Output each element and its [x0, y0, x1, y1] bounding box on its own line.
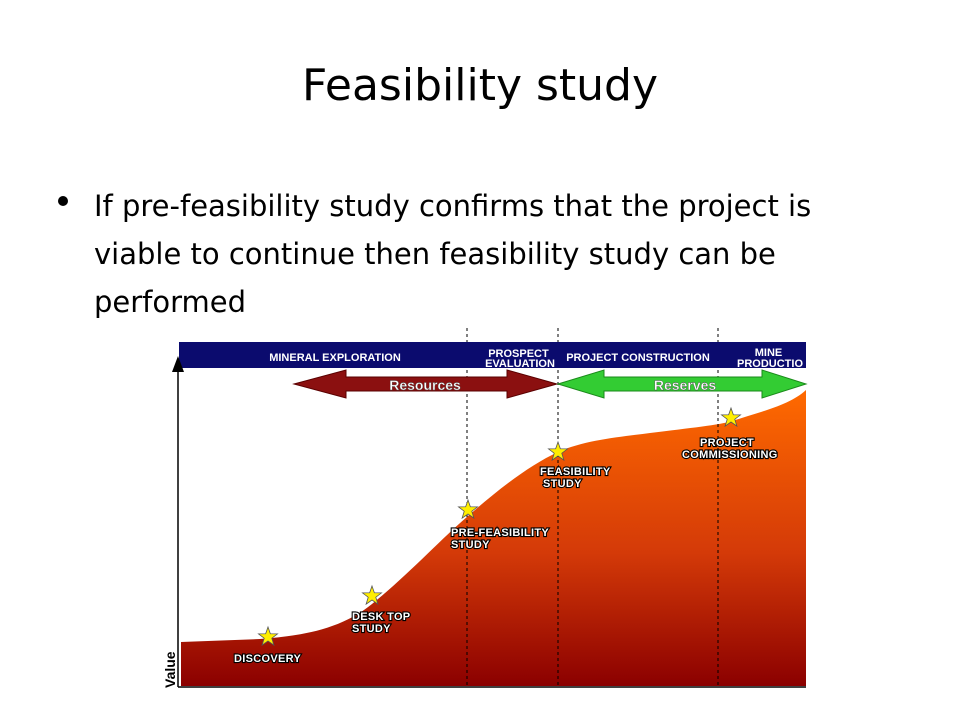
slide-title: Feasibility study [302, 60, 658, 111]
value-curve-area [181, 390, 806, 686]
reserves-arrow-label: Reserves [654, 377, 716, 393]
milestone-label-pre-feasibility-study: PRE-FEASIBILITY STUDY [451, 527, 552, 551]
star-icon [361, 584, 383, 606]
resources-arrow-label: Resources [389, 377, 461, 393]
bullet-list: If pre-feasibility study confirms that t… [58, 182, 898, 326]
star-icon [257, 625, 279, 647]
phase-label-project-construction: PROJECT CONSTRUCTION [566, 352, 710, 364]
milestone-label-project-commissioning: PROJECT COMMISSIONING [682, 437, 778, 461]
milestone-label-desk-top-study: DESK TOP STUDY [352, 611, 414, 635]
y-axis-arrowhead [172, 356, 184, 372]
phase-bar [179, 342, 806, 368]
star-icon [457, 498, 479, 520]
star-icon [720, 406, 742, 428]
bullet-text: If pre-feasibility study confirms that t… [94, 189, 812, 319]
phase-label-prospect-evaluation: PROSPECT EVALUATION [485, 348, 555, 370]
reserves-arrow [556, 369, 808, 399]
phase-label-mine-production: MINE PRODUCTIO [737, 347, 803, 370]
milestone-label-feasibility-study: FEASIBILITY STUDY [540, 466, 614, 490]
milestone-label-discovery: DISCOVERY [234, 653, 301, 665]
y-axis-label: Value [162, 651, 178, 688]
star-icon [547, 440, 569, 462]
phase-label-mineral-exploration: MINERAL EXPLORATION [269, 352, 401, 364]
bullet-dot [58, 196, 68, 206]
